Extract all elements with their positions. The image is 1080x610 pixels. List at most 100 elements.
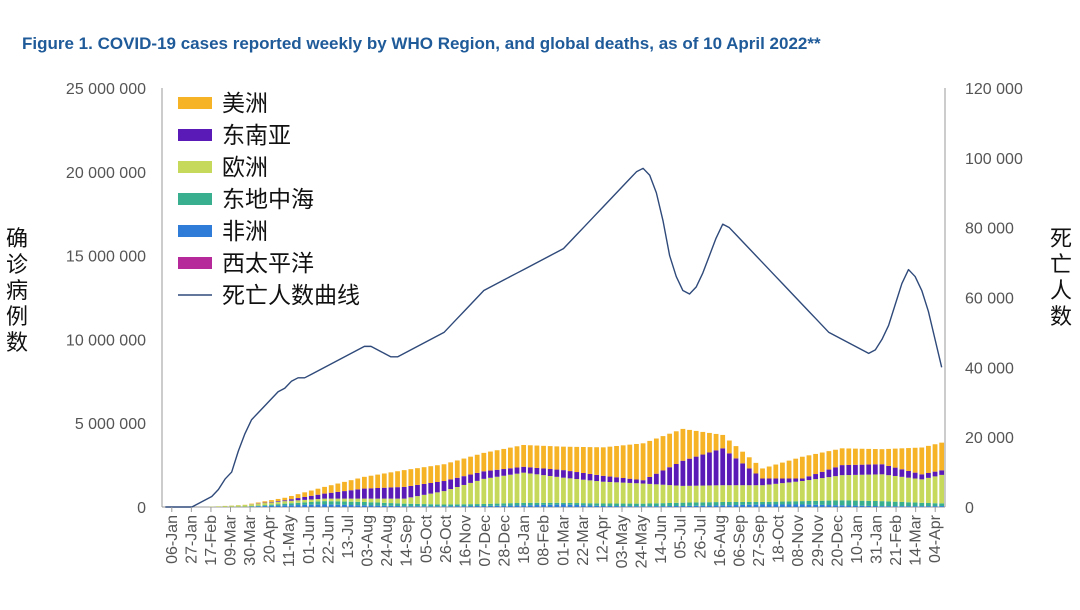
- bar-segment: [401, 506, 407, 507]
- legend-label: 东地中海: [222, 187, 314, 213]
- bar-segment: [302, 492, 308, 497]
- bar-segment: [720, 448, 726, 486]
- bar-segment: [733, 505, 739, 507]
- bar-segment: [554, 504, 560, 507]
- x-tick-label: 14-Jun: [653, 515, 670, 564]
- y-tick-label: 0: [137, 500, 146, 517]
- bar-segment: [912, 502, 918, 507]
- y-tick-label: 5 000 000: [75, 416, 146, 433]
- bar-segment: [853, 505, 858, 507]
- bar-segment: [806, 476, 812, 481]
- bar-segment: [448, 462, 454, 480]
- bar-segment: [653, 503, 659, 507]
- bar-segment: [255, 506, 261, 507]
- bar-segment: [342, 481, 347, 492]
- bar-segment: [939, 503, 945, 507]
- bar-segment: [740, 463, 746, 486]
- bar-segment: [753, 473, 759, 486]
- bar-segment: [653, 438, 659, 474]
- bar-segment: [726, 453, 732, 486]
- x-ticks: 06-Jan 27-Jan 17-Feb 09-Mar 30-Mar 20-Apr 11-M…: [164, 507, 944, 568]
- x-tick-label: 14-Mar: [908, 514, 925, 565]
- x-tick-label: 06-Jan: [164, 515, 181, 564]
- bar-segment: [906, 502, 911, 507]
- bar-segment: [494, 505, 500, 507]
- bar-segment: [222, 505, 228, 507]
- bar-segment: [919, 447, 925, 475]
- bar-segment: [673, 463, 679, 486]
- bar-segment: [355, 478, 361, 490]
- bar-segment: [401, 498, 407, 504]
- bar-segment: [813, 474, 818, 480]
- bar-segment: [634, 506, 639, 507]
- bar-segment: [859, 464, 865, 475]
- bar-segment: [355, 489, 361, 499]
- bar-segment: [421, 467, 427, 484]
- bar-segment: [607, 506, 613, 507]
- bar-segment: [574, 479, 580, 504]
- bar-segment: [567, 504, 573, 507]
- bar-segment: [620, 503, 626, 507]
- bar-segment: [634, 443, 639, 480]
- bar-segment: [919, 502, 925, 507]
- bar-segment: [866, 448, 872, 465]
- bar-segment: [733, 458, 739, 486]
- bar-segment: [428, 466, 434, 483]
- bar-segment: [381, 487, 387, 499]
- bar-segment: [853, 500, 858, 506]
- bar-segment: [600, 481, 606, 504]
- bar-segment: [634, 503, 639, 507]
- bar-segment: [627, 482, 633, 504]
- bar-segment: [527, 505, 533, 507]
- bar-segment: [408, 503, 414, 507]
- bar-segment: [348, 498, 354, 502]
- bar-segment: [607, 482, 613, 504]
- bar-segment: [786, 482, 792, 502]
- bar-segment: [547, 502, 553, 505]
- x-tick-label: 31-Jan: [868, 515, 885, 564]
- bar-segment: [939, 470, 945, 475]
- bar-segment: [415, 503, 420, 507]
- bar-segment: [262, 506, 268, 507]
- bar-segment: [474, 472, 480, 481]
- bar-segment: [839, 465, 845, 476]
- bar-segment: [899, 506, 905, 507]
- bar-segment: [853, 474, 858, 501]
- bar-segment: [295, 505, 301, 507]
- bar-segment: [561, 446, 566, 471]
- y2-tick-label: 60 000: [965, 291, 1014, 308]
- bar-segment: [461, 504, 467, 507]
- bar-segment: [600, 503, 606, 506]
- bar-segment: [740, 451, 746, 464]
- bar-segment: [255, 503, 261, 506]
- bar-segment: [746, 457, 752, 469]
- bar-segment: [859, 500, 865, 506]
- bar-segment: [753, 504, 759, 507]
- bar-segment: [468, 504, 473, 507]
- bar-segment: [401, 470, 407, 487]
- bar-segment: [627, 444, 633, 479]
- x-tick-label: 07-Dec: [477, 515, 494, 567]
- bar-segment: [720, 501, 726, 506]
- bar-segment: [627, 478, 633, 483]
- bars: [209, 428, 945, 507]
- bar-segment: [614, 506, 619, 507]
- bar-segment: [839, 500, 845, 506]
- y2-tick-label: 20 000: [965, 430, 1014, 447]
- bar-segment: [634, 479, 639, 484]
- bar-segment: [780, 478, 785, 484]
- bar-segment: [308, 504, 314, 507]
- bar-segment: [434, 492, 440, 505]
- y2-tick-label: 40 000: [965, 360, 1014, 377]
- bar-segment: [448, 489, 454, 505]
- bar-segment: [388, 487, 394, 499]
- bar-segment: [514, 467, 520, 474]
- bar-segment: [899, 501, 905, 507]
- bar-segment: [826, 469, 832, 478]
- bar-segment: [780, 483, 785, 502]
- bar-segment: [713, 505, 719, 507]
- bar-segment: [461, 506, 467, 507]
- x-tick-label: 20-Dec: [829, 515, 846, 567]
- bar-segment: [680, 428, 686, 461]
- bar-segment: [866, 464, 872, 475]
